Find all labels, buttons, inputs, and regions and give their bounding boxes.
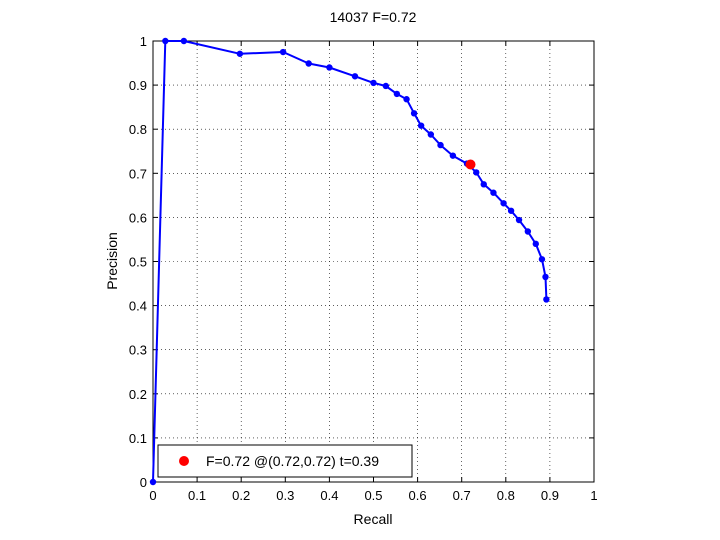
data-point (403, 96, 410, 103)
data-point (382, 82, 390, 90)
y-tick-label: 0.1 (129, 431, 147, 446)
y-tick-label: 0.8 (129, 122, 147, 137)
data-point (543, 296, 550, 303)
y-tick-label: 0.9 (129, 78, 147, 93)
x-tick-label: 0.3 (276, 488, 294, 503)
plot-frame (152, 40, 595, 483)
data-point (149, 478, 157, 486)
y-tick-label: 0.5 (129, 255, 147, 270)
pr-curve-series (149, 37, 550, 486)
data-point (500, 200, 507, 207)
data-point (393, 90, 401, 98)
x-tick-label: 1 (590, 488, 597, 503)
y-axis-title: Precision (104, 232, 120, 290)
tick-labels: 0 0.1 0.2 0.3 0.4 0.5 0.6 0.7 0.8 0.9 1 0 0.1 0.2 0.3 0… (129, 34, 598, 503)
data-point (437, 141, 444, 149)
data-point (236, 50, 244, 57)
data-point (449, 152, 457, 159)
y-tick-label: 0.3 (129, 343, 147, 358)
data-point (417, 122, 425, 129)
legend-marker (179, 456, 189, 466)
data-point (490, 189, 497, 196)
legend: F=0.72 @(0.72,0.72) t=0.39 (157, 444, 413, 478)
best-f-point (465, 159, 476, 170)
x-tick-label: 0.7 (453, 488, 471, 503)
legend-box (157, 444, 413, 478)
y-tick-label: 0.6 (129, 210, 147, 225)
data-point (410, 110, 418, 117)
x-tick-label: 0.2 (232, 488, 250, 503)
y-tick-label: 0.7 (129, 166, 147, 181)
data-point (507, 207, 515, 214)
data-point (532, 240, 539, 248)
x-tick-label: 0.5 (364, 488, 382, 503)
best-f-marker (465, 159, 476, 170)
x-tick-label: 0 (149, 488, 156, 503)
y-tick-label: 0.4 (129, 299, 147, 314)
chart-title: 14037 F=0.72 (330, 9, 417, 25)
data-point (370, 79, 377, 87)
y-tick-label: 1 (140, 34, 147, 49)
data-point (524, 228, 532, 235)
y-tick-label: 0 (140, 475, 147, 490)
data-point (180, 37, 188, 45)
x-tick-label: 0.6 (409, 488, 427, 503)
x-axis-title: Recall (354, 511, 393, 527)
x-tick-label: 0.9 (541, 488, 559, 503)
data-point (162, 37, 169, 45)
data-point (515, 216, 523, 224)
legend-entry: F=0.72 @(0.72,0.72) t=0.39 (206, 453, 379, 469)
data-point (326, 64, 333, 71)
data-point (351, 73, 359, 80)
y-tick-label: 0.2 (129, 387, 147, 402)
x-tick-label: 0.4 (320, 488, 338, 503)
data-point (480, 181, 487, 188)
data-point (538, 256, 546, 263)
data-point (279, 48, 287, 56)
data-point (542, 273, 549, 281)
data-point (473, 169, 480, 176)
x-tick-label: 0.8 (497, 488, 515, 503)
x-tick-label: 0.1 (188, 488, 206, 503)
data-point (427, 131, 435, 138)
data-point (305, 60, 312, 67)
